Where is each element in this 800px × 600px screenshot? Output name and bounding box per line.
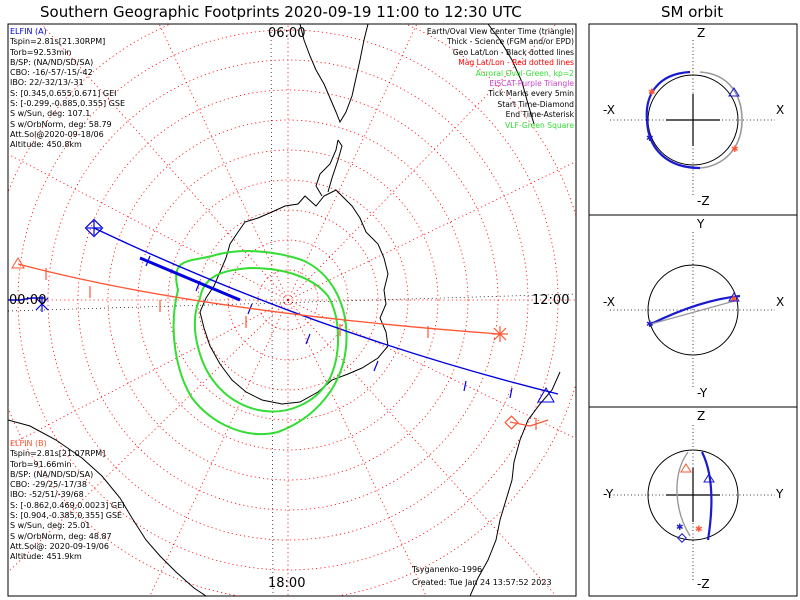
elfin-a-tick-marks [145,255,513,399]
plot-title: Southern Geographic Footprints 2020-09-1… [40,3,522,21]
created-timestamp: Created: Tue Jan 24 13:57:52 2023 [412,578,552,587]
elfin-b-track [17,263,549,427]
elfin-b-tick-marks [45,268,537,430]
sm-axis-label: -Z [697,577,710,591]
elfin-b-spin-gse: S: [0.904,-0.385,0.355] GSE [10,511,123,521]
sm-orbit-title: SM orbit [661,3,724,21]
legend-view-center: Earth/Oval View Center Time (triangle) [426,27,574,36]
australia-coastline [8,419,207,596]
legend-science: Thick - Science (FGM and/or EPD) [447,37,574,47]
elfin-a-end-asterisk [35,296,49,312]
sm-axis-label: -Y [603,487,614,501]
legend-mag-grid: Mag Lat/Lon - Red dotted lines [458,58,574,68]
elfin-a-spin-gei: S: [0.345,0.655,0.671] GEI [10,88,117,98]
sm-axis-label: X [776,295,785,309]
sm-orbit-yz-plot: ✱ ✱ [610,425,775,582]
svg-text:✱: ✱ [646,320,654,330]
sm-axis-label: -X [603,295,615,309]
elfin-b-orbnorm-angle: S w/OrbNorm, deg: 48.87 [10,531,112,541]
south-america-coastline [299,24,369,124]
mag-lon-grid [8,24,576,596]
svg-text:✱: ✱ [730,295,738,305]
elfin-a-start-diamond [84,218,104,238]
sm-axis-label: -Z [697,194,710,208]
elfin-a-info: ELFIN (A) Tspin=2.81s[21.30RPM] Torb=92.… [10,27,125,152]
elfin-b-altitude: Altitude: 451.9km [10,552,82,562]
elfin-a-sun-angle: S w/Sun, deg: 107.1 [10,109,91,119]
elfin-a-name: ELFIN (A) [10,27,47,36]
sm-axis-label: Y [697,217,705,231]
elfin-a-attitude-solution: Att.Sol@2020-09-18/06 [10,129,104,139]
antarctica-coastline [199,189,389,405]
elfin-a-altitude: Altitude: 450.8km [10,140,82,150]
elfin-a-spin-gse: S: [-0.299,-0.885,0.355] GSE [10,99,125,109]
elfin-b-attitude-solution: Att.Sol@: 2020-09-19/06 [10,541,109,551]
sm-panel-frame [588,23,798,597]
map-legend: Earth/Oval View Center Time (triangle) T… [427,28,574,132]
svg-text:✱: ✱ [648,88,656,98]
africa-coastline [487,24,535,125]
elfin-b-tspin: Tspin=2.81s[21.07RPM] [10,449,106,459]
elfin-a-bsp: B/SP: (NA/ND/SD/SA) [10,57,94,67]
antarctic-peninsula [315,139,343,197]
svg-text:✱: ✱ [646,134,654,144]
legend-geo-grid: Geo Lat/Lon - Black dotted lines [452,47,574,57]
legend-end-time: End Time-Asterisk [505,110,574,120]
legend-auroral-oval: Auroral Oval-Green, kp=2 [475,68,574,78]
elfin-b-sun-angle: S w/Sun, deg: 25.01 [10,521,91,531]
elfin-a-track [8,227,559,395]
elfin-a-ibo: IBO: 22/-32/13/-31 [10,78,84,88]
sm-axis-label: Z [697,26,706,40]
svg-text:✱: ✱ [731,145,739,155]
elfin-a-torb: Torb=92.53min [10,47,72,57]
sm-orbit-xy-plot: ✱ ✱ [610,232,775,388]
new-zealand-coastline [469,371,561,596]
legend-tick-marks: Tick Marks every 5min [488,89,574,99]
elfin-a-tspin: Tspin=2.81s[21.30RPM] [10,37,106,47]
mlt-label-top: 06:00 [268,26,306,41]
sm-orbit-xz-plot: ✱ ✱ ✱ [610,40,775,195]
sm-axis-label: -Y [697,386,708,400]
sm-axis-label: X [776,103,785,117]
elfin-b-view-triangle [11,257,25,269]
legend-vlf: VLF-Green Square [505,120,574,130]
legend-start-time: Start Time-Diamond [497,99,574,109]
map-panel-frame [7,23,577,597]
elfin-b-end-asterisk [492,326,508,342]
mlt-label-bottom: 18:00 [268,576,306,591]
elfin-b-start-diamond [504,415,519,430]
sm-axis-label: Z [697,409,706,423]
elfin-b-bsp: B/SP: (NA/ND/SD/SA) [10,469,94,479]
sm-axis-label: -X [603,103,615,117]
legend-eiscat: EISCAT-Purple Triangle [489,78,574,88]
field-model-label: Tsyganenko-1996 [412,565,483,574]
mlt-label-right: 12:00 [532,293,570,308]
elfin-b-spin-gei: S: [-0.862,0.469,0.0023] GEI [10,500,125,510]
sm-axis-label: Y [776,487,784,501]
elfin-a-orbnorm-angle: S w/OrbNorm, deg: 58.79 [10,119,112,129]
elfin-b-ibo: IBO: -52/51/-39/68 [10,490,84,500]
elfin-b-torb: Torb=91.66min [10,459,72,469]
geo-grid [8,24,576,596]
elfin-b-cbo: CBO: -29/25/-17/38 [10,480,87,490]
svg-text:✱: ✱ [676,523,684,533]
elfin-a-view-triangle [537,386,555,403]
elfin-b-info: ELFIN (B) Tspin=2.81s[21.07RPM] Torb=91.… [10,439,125,564]
auroral-oval [172,250,348,436]
elfin-b-name: ELFIN (B) [10,439,47,448]
svg-text:✱: ✱ [695,525,703,535]
mlt-label-left: 00:00 [9,293,47,308]
elfin-a-cbo: CBO: -16/-57/-15/-42 [10,68,93,78]
